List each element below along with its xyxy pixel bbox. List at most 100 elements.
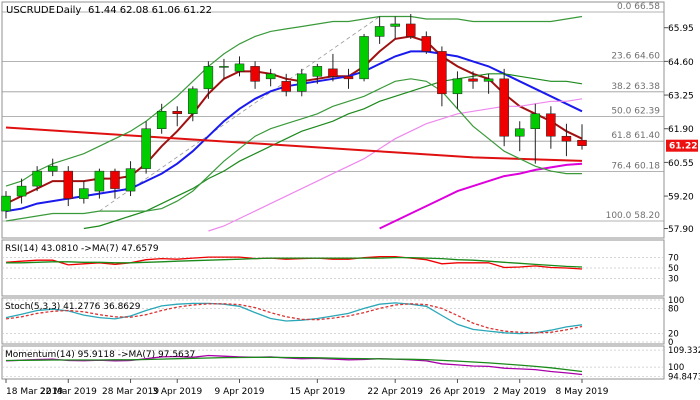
candle-body — [312, 66, 323, 77]
panel-tick-label: 0 — [668, 338, 673, 348]
candle-body — [452, 78, 463, 95]
candle-body — [79, 188, 89, 199]
date-tick-label: 26 Apr 2019 — [430, 387, 486, 397]
ohlc-readout: 61.44 62.08 61.06 61.22 — [88, 5, 212, 16]
candle-body — [219, 66, 229, 68]
candle-body — [421, 36, 432, 52]
price-tick-label: 64.60 — [668, 58, 694, 68]
panel-line-2-1 — [5, 356, 583, 373]
candle-body — [125, 168, 136, 192]
chart-symbol: USCRUDE — [6, 5, 55, 16]
candle-body — [468, 78, 478, 82]
price-line-3 — [208, 98, 583, 232]
candle-body — [406, 23, 416, 37]
panel-label: RSI(14) 43.0810 ->MA(7) 47.6579 — [5, 244, 159, 254]
candle-body — [172, 111, 182, 115]
candle-body — [577, 139, 587, 146]
last-price-label: 61.22 — [669, 142, 697, 152]
candle-body — [110, 170, 120, 189]
panel-tick-label: 94.8473 — [668, 372, 700, 382]
price-line-7 — [5, 78, 582, 222]
price-tick-label: 65.95 — [668, 24, 694, 34]
candle-body — [374, 26, 385, 37]
candle-body — [546, 113, 556, 137]
panel-line-0-1 — [6, 256, 583, 268]
panel-line-1-1 — [5, 303, 583, 334]
dashed-trend-line — [99, 16, 380, 212]
main-panel-frame — [1, 1, 665, 239]
panel-tick-label: 109.3327 — [668, 346, 700, 356]
candle-body — [47, 165, 58, 172]
panel-label: Stoch(5,3,3) 41.2776 36.8629 — [5, 302, 141, 312]
candle-body — [32, 170, 42, 187]
price-tick-label: 57.90 — [668, 225, 694, 235]
price-tick-label: 59.20 — [668, 193, 694, 203]
panel-tick-label: 100 — [668, 363, 684, 373]
last-price-badge — [666, 139, 698, 152]
fib-level-label: 50.0 62.39 — [611, 107, 660, 117]
panel-line-0-0 — [5, 255, 583, 270]
date-tick-label: 3 Apr 2019 — [152, 387, 202, 397]
price-line-6 — [5, 15, 583, 187]
candle-body — [281, 81, 291, 92]
price-line-4 — [5, 126, 583, 162]
date-tick-label: 22 Mar 2019 — [40, 387, 97, 397]
panel-tick-label: 100 — [668, 296, 684, 306]
candle-body — [234, 63, 245, 72]
candle-body — [328, 68, 338, 77]
stoch-panel-frame — [1, 297, 665, 345]
candle-body — [530, 113, 541, 129]
date-tick-label: 2 May 2019 — [493, 387, 546, 397]
price-axis: 65.95 64.60 63.25 61.90 60.55 59.20 57.90 — [664, 24, 694, 235]
panel-tick-label: 50 — [668, 264, 679, 274]
price-line-2 — [83, 73, 583, 230]
candle-body — [265, 73, 276, 80]
price-line-1 — [5, 50, 583, 213]
candlesticks — [1, 13, 587, 219]
trend-line — [99, 16, 380, 212]
candle-body — [156, 111, 167, 129]
fib-level-label: 76.4 60.18 — [611, 162, 660, 172]
chart-timeframe: Daily — [56, 5, 81, 16]
candle-body — [297, 73, 307, 92]
fib-level-label: 0.0 66.58 — [617, 2, 660, 12]
panel-tick-label: 30 — [668, 274, 679, 284]
candle-body — [16, 185, 27, 197]
candle-body — [343, 76, 354, 80]
candle-body — [514, 128, 525, 137]
candle-body — [561, 135, 572, 142]
fib-level-label: 38.2 63.38 — [611, 82, 660, 92]
fib-level-label: 23.6 64.60 — [611, 51, 660, 61]
price-tick-label: 61.90 — [668, 125, 694, 135]
candle-body — [188, 88, 198, 115]
candle-body — [203, 66, 214, 90]
moving-average-lines — [5, 15, 583, 232]
candle-body — [63, 170, 74, 199]
candle-body — [499, 78, 509, 137]
panel-tick-label: 20 — [668, 330, 679, 340]
date-tick-label: 28 Mar 2019 — [102, 387, 159, 397]
momentum-panel-frame — [1, 345, 665, 380]
price-line-5 — [379, 162, 583, 230]
panel-label: Momentum(14) 95.9118 ->MA(7) 97.5637 — [5, 350, 195, 360]
panel-line-1-0 — [5, 302, 583, 335]
candle-body — [250, 66, 260, 82]
price-tick-label: 63.25 — [668, 92, 694, 102]
candle-body — [483, 78, 494, 82]
panel-tick-label: 70 — [668, 254, 679, 264]
candle-body — [359, 36, 369, 80]
fib-level-label: 100.0 58.20 — [606, 211, 661, 221]
fib-level-label: 61.8 61.40 — [611, 131, 660, 141]
date-tick-label: 9 Apr 2019 — [215, 387, 265, 397]
date-tick-label: 8 May 2019 — [556, 387, 609, 397]
date-tick-label: 15 Apr 2019 — [290, 387, 346, 397]
candle-body — [94, 170, 105, 192]
candle-body — [141, 128, 151, 169]
candle-body — [437, 51, 447, 95]
date-tick-label: 22 Apr 2019 — [367, 387, 423, 397]
date-tick-label: 18 Mar 2019 — [6, 387, 63, 397]
price-tick-label: 60.55 — [668, 159, 694, 169]
